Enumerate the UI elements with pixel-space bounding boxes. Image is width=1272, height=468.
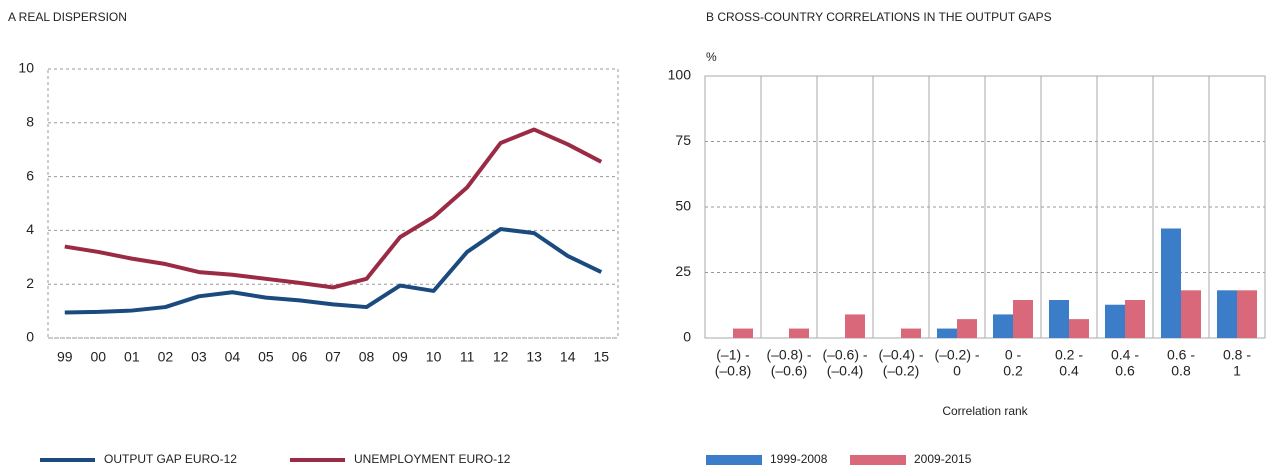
bar [1181,290,1201,338]
x-tick-label: 15 [593,349,609,365]
x-tick-label: 07 [325,349,341,365]
legend-label: OUTPUT GAP EURO-12 [104,452,237,466]
x-tick-label: 14 [560,349,576,365]
x-tick-label: 0.6 [1115,363,1135,379]
bar [789,328,809,338]
x-tick-label: 0.4 - [1111,347,1139,363]
y-tick-label: 75 [675,132,691,148]
bar [1013,300,1033,338]
x-tick-label: 06 [292,349,308,365]
y-tick-label: 100 [668,67,692,83]
x-tick-label: 0.2 - [1055,347,1083,363]
y-tick-label: 0 [26,329,34,345]
bar [1237,290,1257,338]
legend-swatch [850,455,906,465]
x-tick-label: 0.4 [1059,363,1079,379]
x-tick-label: 10 [426,349,442,365]
legend-label: UNEMPLOYMENT EURO-12 [354,452,511,466]
y-tick-label: 10 [18,60,34,76]
x-tick-label: (–0.2) [883,363,920,379]
x-tick-label: 99 [57,349,73,365]
data-line [64,127,603,290]
bar [1069,319,1089,338]
bar [957,319,977,338]
x-tick-label: (–0.8) [715,363,752,379]
bar [993,314,1013,338]
x-axis-label: Correlation rank [942,404,1028,418]
x-tick-label: 0.6 - [1167,347,1195,363]
bar [1125,300,1145,338]
x-tick-label: 09 [392,349,408,365]
x-tick-label: 03 [191,349,207,365]
x-tick-label: (–0.2) - [934,347,979,363]
y-tick-label: 2 [26,275,34,291]
x-tick-label: (–0.4) [827,363,864,379]
bar [1049,300,1069,338]
x-tick-label: 04 [225,349,241,365]
bar [845,314,865,338]
x-tick-label: 00 [91,349,107,365]
data-line [64,227,603,315]
chart-title: B CROSS-COUNTRY CORRELATIONS IN THE OUTP… [706,10,1052,24]
legend-swatch [706,455,762,465]
bar [937,328,957,338]
x-tick-label: 05 [258,349,274,365]
x-tick-label: 02 [158,349,174,365]
y-tick-label: 4 [26,221,34,237]
bar [1105,304,1125,338]
bar [1217,290,1237,338]
x-tick-label: 08 [359,349,375,365]
y-tick-label: 0 [683,329,691,345]
x-tick-label: 0 - [1005,347,1022,363]
x-tick-label: 0.2 [1003,363,1023,379]
chart-title: A REAL DISPERSION [8,10,127,24]
y-tick-label: 8 [26,114,34,130]
plot-frame [704,75,1266,339]
y-tick-label: 6 [26,167,34,183]
x-tick-label: 12 [493,349,509,365]
y-tick-label: 25 [675,263,691,279]
legend-label: 2009-2015 [914,452,972,466]
x-tick-label: (–0.4) - [878,347,923,363]
x-tick-label: (–0.6) - [822,347,867,363]
x-tick-label: 11 [460,349,475,365]
plot-frame [47,68,619,339]
x-tick-label: (–0.6) [771,363,808,379]
x-tick-label: (–0.8) - [766,347,811,363]
x-tick-label: 13 [526,349,542,365]
bar [901,328,921,338]
bar [733,328,753,338]
x-tick-label: 01 [124,349,140,365]
x-tick-label: 0.8 [1171,363,1191,379]
x-tick-label: 0.8 - [1223,347,1251,363]
y-tick-label: 50 [675,198,691,214]
bar [1161,228,1181,338]
x-tick-label: (–1) - [716,347,750,363]
x-tick-label: 1 [1233,363,1241,379]
legend-label: 1999-2008 [770,452,828,466]
x-tick-label: 0 [953,363,961,379]
y-unit: % [706,50,717,64]
